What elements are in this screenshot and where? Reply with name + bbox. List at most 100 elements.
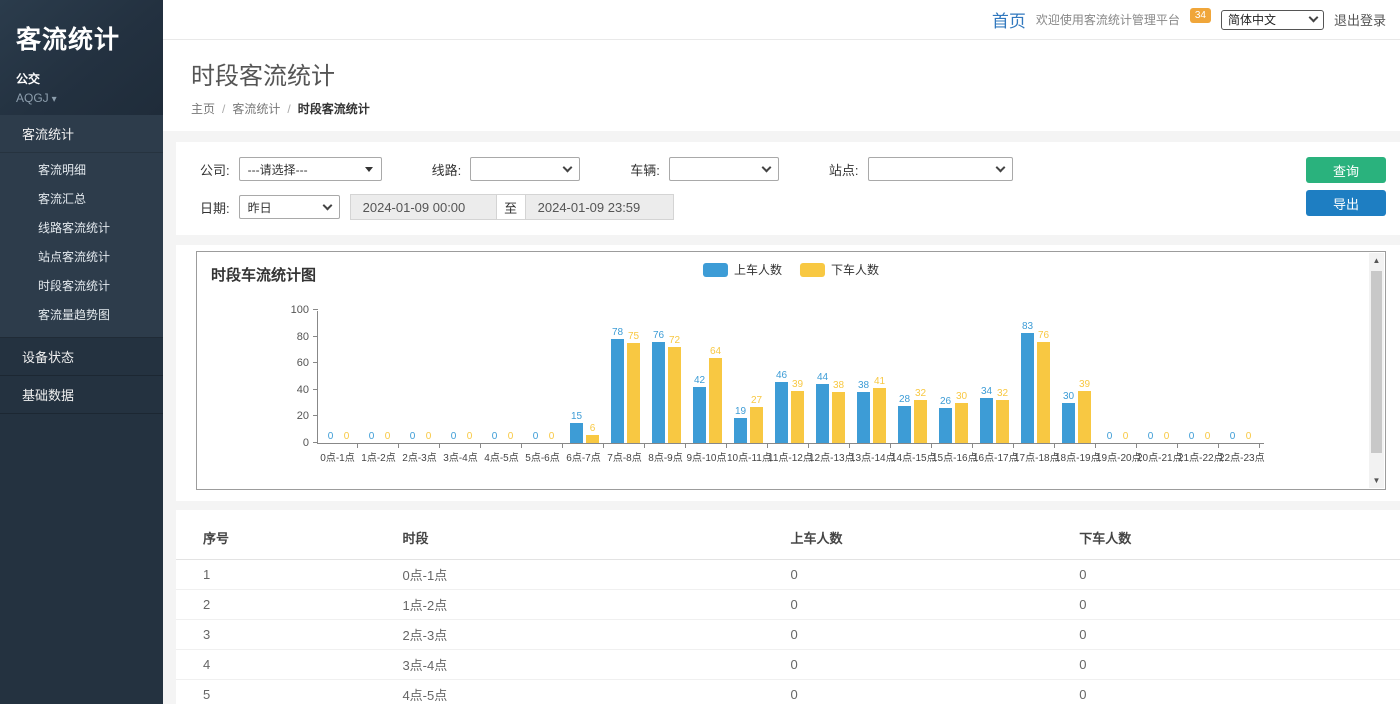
boarding-bar-value: 26 bbox=[939, 396, 952, 408]
language-select[interactable]: 简体中文 bbox=[1220, 9, 1324, 30]
y-axis-tick-mark bbox=[313, 309, 318, 310]
boarding-bar-column: 0 bbox=[365, 430, 378, 443]
boarding-bar[interactable] bbox=[980, 397, 993, 443]
alighting-bar-value: 41 bbox=[873, 376, 886, 388]
company-select[interactable]: ---请选择--- bbox=[238, 157, 382, 181]
boarding-bar-column: 76 bbox=[652, 329, 665, 443]
x-axis-tick-mark bbox=[973, 444, 1014, 448]
chart-panel: 时段车流统计图 上车人数 下车人数 0 20 40 60 80 100 0 0 0 0 0 0 0 0 0 0 0… bbox=[196, 251, 1386, 490]
scroll-down-icon[interactable]: ▼ bbox=[1372, 476, 1381, 485]
chart-legend: 上车人数 下车人数 bbox=[702, 261, 879, 278]
alighting-bar[interactable] bbox=[955, 403, 968, 443]
boarding-bar-column: 19 bbox=[734, 405, 747, 443]
boarding-bar-value: 0 bbox=[1229, 431, 1236, 442]
alighting-bar[interactable] bbox=[668, 347, 681, 443]
sidebar-subitem-2[interactable]: 线路客流统计 bbox=[38, 221, 111, 235]
sidebar-subitem-3[interactable]: 站点客流统计 bbox=[38, 250, 111, 264]
legend-swatch-alighting bbox=[800, 262, 825, 277]
alighting-bar-value: 72 bbox=[668, 335, 681, 347]
legend-item-boarding[interactable]: 上车人数 bbox=[702, 261, 782, 278]
cell-alighting: 0 bbox=[1079, 649, 1400, 680]
home-link[interactable]: 首页 bbox=[991, 12, 1026, 31]
boarding-bar[interactable] bbox=[857, 392, 870, 443]
boarding-bar-column: 42 bbox=[693, 374, 706, 443]
x-axis-tick-mark bbox=[1055, 444, 1096, 448]
line-select[interactable] bbox=[470, 157, 581, 181]
scrollbar-thumb[interactable] bbox=[1371, 271, 1382, 453]
sidebar-subitem-0[interactable]: 客流明细 bbox=[38, 163, 87, 177]
chevron-down-icon bbox=[322, 200, 333, 210]
breadcrumb-home[interactable]: 主页 bbox=[191, 102, 216, 116]
table-row: 1 0点-1点 0 0 bbox=[176, 559, 1400, 590]
boarding-bar[interactable] bbox=[939, 408, 952, 443]
date-from-input[interactable]: 2024-01-09 00:00 bbox=[349, 194, 497, 220]
boarding-bar-value: 76 bbox=[652, 329, 665, 341]
vehicle-select[interactable] bbox=[668, 157, 779, 181]
breadcrumb-section[interactable]: 客流统计 bbox=[232, 102, 281, 116]
alighting-bar[interactable] bbox=[914, 400, 927, 443]
alighting-bar-value: 0 bbox=[1245, 431, 1252, 442]
boarding-bar[interactable] bbox=[652, 341, 665, 443]
account-switcher[interactable]: AQGJ ▾ bbox=[16, 91, 163, 105]
boarding-bar-column: 0 bbox=[1144, 430, 1157, 443]
sidebar-subitem-1[interactable]: 客流汇总 bbox=[38, 192, 87, 206]
breadcrumb: 主页 / 客流统计 / 时段客流统计 bbox=[191, 100, 1400, 117]
boarding-bar[interactable] bbox=[734, 417, 747, 443]
chart-bar-group: 46 39 bbox=[769, 369, 810, 443]
alighting-bar-column: 0 bbox=[422, 430, 435, 443]
y-axis-tick-label: 40 bbox=[296, 383, 309, 396]
boarding-bar[interactable] bbox=[570, 423, 583, 443]
alighting-bar[interactable] bbox=[832, 392, 845, 443]
breadcrumb-separator: / bbox=[287, 102, 291, 116]
sidebar-item-passenger-stats[interactable]: 客流统计 bbox=[0, 115, 163, 153]
alighting-bar-value: 27 bbox=[750, 395, 763, 407]
alighting-bar-column: 0 bbox=[504, 430, 517, 443]
sidebar-item-base-data[interactable]: 基础数据 bbox=[0, 376, 163, 414]
notification-badge[interactable]: 34 bbox=[1189, 8, 1211, 23]
date-to-input[interactable]: 2024-01-09 23:59 bbox=[524, 194, 674, 220]
alighting-bar[interactable] bbox=[750, 407, 763, 443]
legend-item-alighting[interactable]: 下车人数 bbox=[800, 261, 879, 278]
sidebar-item-device-status[interactable]: 设备状态 bbox=[0, 338, 163, 376]
boarding-bar[interactable] bbox=[898, 405, 911, 443]
x-axis-category-label: 18点-19点 bbox=[1055, 453, 1101, 464]
page-title: 时段客流统计 bbox=[191, 63, 335, 90]
alighting-bar[interactable] bbox=[1037, 341, 1050, 443]
sidebar-subitem-4[interactable]: 时段客流统计 bbox=[38, 279, 111, 293]
alighting-bar[interactable] bbox=[709, 357, 722, 443]
boarding-bar[interactable] bbox=[775, 381, 788, 443]
station-select[interactable] bbox=[867, 157, 1013, 181]
alighting-bar-column: 0 bbox=[545, 430, 558, 443]
export-button[interactable]: 导出 bbox=[1306, 190, 1386, 216]
alighting-bar[interactable] bbox=[1078, 391, 1091, 443]
boarding-bar-value: 0 bbox=[1147, 431, 1154, 442]
alighting-bar[interactable] bbox=[873, 388, 886, 443]
boarding-bar[interactable] bbox=[693, 387, 706, 443]
boarding-bar[interactable] bbox=[611, 339, 624, 443]
alighting-bar-column: 0 bbox=[1201, 430, 1214, 443]
boarding-bar-value: 15 bbox=[570, 411, 583, 423]
query-button[interactable]: 查询 bbox=[1306, 157, 1386, 183]
chart-scrollbar[interactable]: ▲ ▼ bbox=[1369, 253, 1384, 488]
alighting-bar[interactable] bbox=[586, 435, 599, 443]
alighting-bar[interactable] bbox=[791, 391, 804, 443]
alighting-bar-value: 0 bbox=[343, 431, 350, 442]
chart-x-labels: 0点-1点 1点-2点 2点-3点 3点-4点 4点-5点 5点-6点 6点-7点 7点-8点… bbox=[317, 449, 1264, 464]
alighting-bar-value: 76 bbox=[1037, 329, 1050, 341]
filter-row-1: 公司: ---请选择--- 线路: 车辆: 站点: bbox=[200, 157, 1400, 181]
sidebar-subitem-5[interactable]: 客流量趋势图 bbox=[38, 308, 111, 322]
boarding-bar-value: 0 bbox=[327, 431, 334, 442]
boarding-bar[interactable] bbox=[1021, 332, 1034, 443]
boarding-bar-value: 0 bbox=[1106, 431, 1113, 442]
logout-link[interactable]: 退出登录 bbox=[1333, 13, 1386, 28]
chart-plot: 0 20 40 60 80 100 0 0 0 0 0 0 0 0 0 0 0 0 15 6 78 75 76 72 42 64 1… bbox=[291, 304, 1264, 449]
boarding-bar[interactable] bbox=[816, 384, 829, 443]
col-header-alighting: 下车人数 bbox=[1079, 516, 1400, 560]
alighting-bar[interactable] bbox=[996, 400, 1009, 443]
x-axis-category-label: 2点-3点 bbox=[402, 453, 437, 464]
table-header-row: 序号 时段 上车人数 下车人数 bbox=[176, 516, 1400, 560]
boarding-bar[interactable] bbox=[1062, 403, 1075, 443]
scroll-up-icon[interactable]: ▲ bbox=[1372, 256, 1381, 265]
alighting-bar[interactable] bbox=[627, 343, 640, 443]
date-preset-select[interactable]: 昨日 bbox=[238, 195, 340, 219]
